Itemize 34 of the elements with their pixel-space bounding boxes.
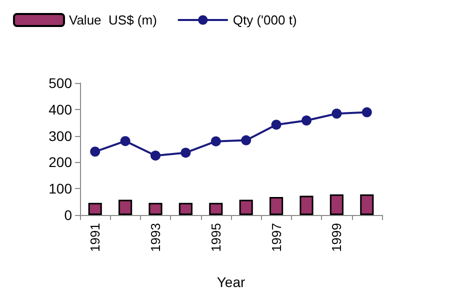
bar bbox=[88, 202, 102, 215]
y-tick-label: 300 bbox=[48, 128, 72, 144]
bar bbox=[360, 194, 374, 215]
bar bbox=[178, 202, 192, 215]
y-tick-label: 0 bbox=[64, 207, 72, 223]
point bbox=[150, 150, 160, 161]
x-tick-label: 1997 bbox=[268, 223, 284, 252]
bar bbox=[118, 200, 132, 215]
bar bbox=[300, 196, 314, 215]
point bbox=[332, 108, 342, 119]
y-tick-label: 500 bbox=[48, 75, 72, 91]
bar bbox=[209, 202, 223, 215]
point bbox=[210, 136, 221, 146]
point bbox=[271, 120, 282, 130]
y-tick-label: 200 bbox=[48, 154, 72, 170]
bar bbox=[270, 197, 284, 215]
x-tick-label: 1993 bbox=[148, 223, 163, 252]
x-axis-title: Year bbox=[216, 274, 246, 290]
bar bbox=[330, 194, 344, 215]
point bbox=[180, 148, 191, 158]
point bbox=[90, 146, 100, 157]
legend-label: Value US$ (m) bbox=[69, 12, 157, 28]
legend-label: Qty ('000 t) bbox=[232, 12, 297, 28]
point bbox=[241, 135, 252, 146]
y-tick-label: 400 bbox=[48, 101, 72, 118]
point bbox=[302, 115, 312, 126]
point bbox=[120, 136, 130, 146]
x-tick-label: 1991 bbox=[88, 223, 103, 252]
bar bbox=[148, 202, 162, 215]
point bbox=[362, 107, 372, 118]
x-tick-label: 1999 bbox=[329, 223, 344, 252]
y-tick-label: 100 bbox=[48, 180, 72, 197]
bar bbox=[239, 200, 253, 215]
x-tick-label: 1995 bbox=[208, 223, 224, 252]
